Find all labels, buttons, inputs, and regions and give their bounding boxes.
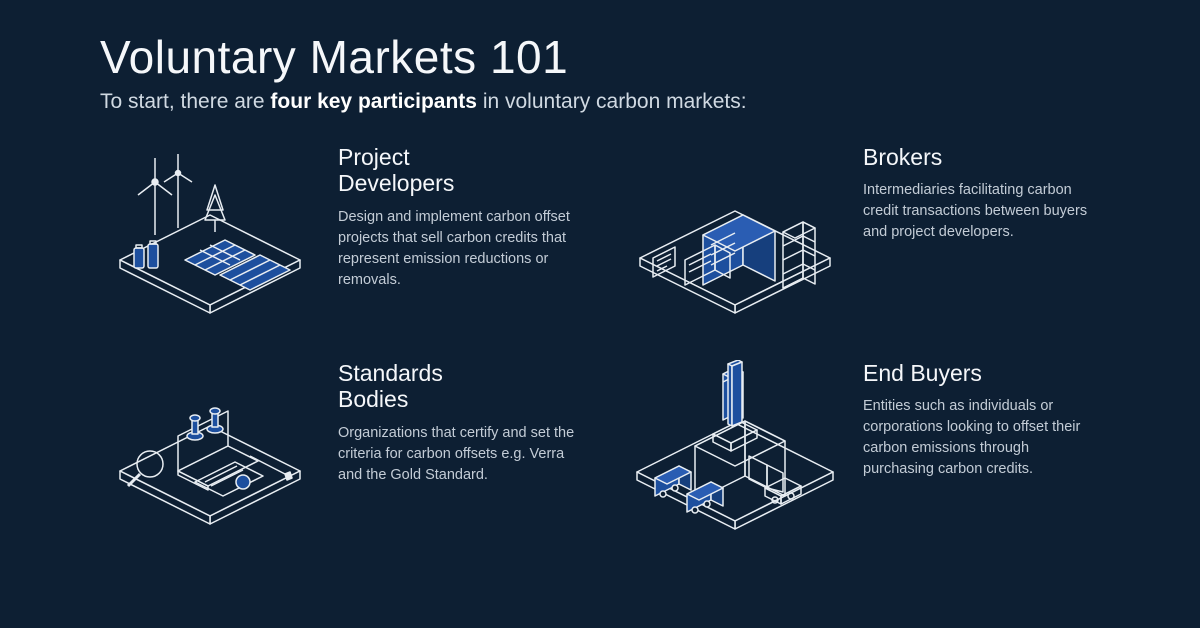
cell-title: ProjectDevelopers xyxy=(338,144,575,197)
cell-text: StandardsBodies Organizations that certi… xyxy=(338,356,575,486)
subtitle-pre: To start, there are xyxy=(100,90,270,113)
subtitle-bold: four key participants xyxy=(270,90,477,113)
connector-pipe-icon xyxy=(720,360,750,430)
page-title: Voluntary Markets 101 xyxy=(100,30,1100,84)
cell-standards-bodies: StandardsBodies Organizations that certi… xyxy=(100,356,575,536)
subtitle-post: in voluntary carbon markets: xyxy=(477,90,747,113)
cell-body: Entities such as individuals or corporat… xyxy=(863,396,1100,480)
cell-title: End Buyers xyxy=(863,360,1100,386)
page-subtitle: To start, there are four key participant… xyxy=(100,90,1100,114)
cell-end-buyers: End Buyers Entities such as individuals … xyxy=(625,356,1100,536)
cell-title: Brokers xyxy=(863,144,1100,170)
participants-grid: ProjectDevelopers Design and implement c… xyxy=(100,140,1100,536)
cell-text: End Buyers Entities such as individuals … xyxy=(863,356,1100,481)
cell-text: ProjectDevelopers Design and implement c… xyxy=(338,140,575,291)
cell-brokers: Brokers Intermediaries facilitating carb… xyxy=(625,140,1100,320)
audit-tools-icon xyxy=(100,356,320,536)
cell-body: Intermediaries facilitating carbon credi… xyxy=(863,180,1100,243)
renewables-platform-icon xyxy=(100,140,320,320)
exchange-buildings-icon xyxy=(625,140,845,320)
cell-body: Design and implement carbon offset proje… xyxy=(338,207,575,291)
cell-project-developers: ProjectDevelopers Design and implement c… xyxy=(100,140,575,320)
cell-body: Organizations that certify and set the c… xyxy=(338,423,575,486)
infographic-root: Voluntary Markets 101 To start, there ar… xyxy=(0,0,1200,536)
cell-title: StandardsBodies xyxy=(338,360,575,413)
cell-text: Brokers Intermediaries facilitating carb… xyxy=(863,140,1100,243)
